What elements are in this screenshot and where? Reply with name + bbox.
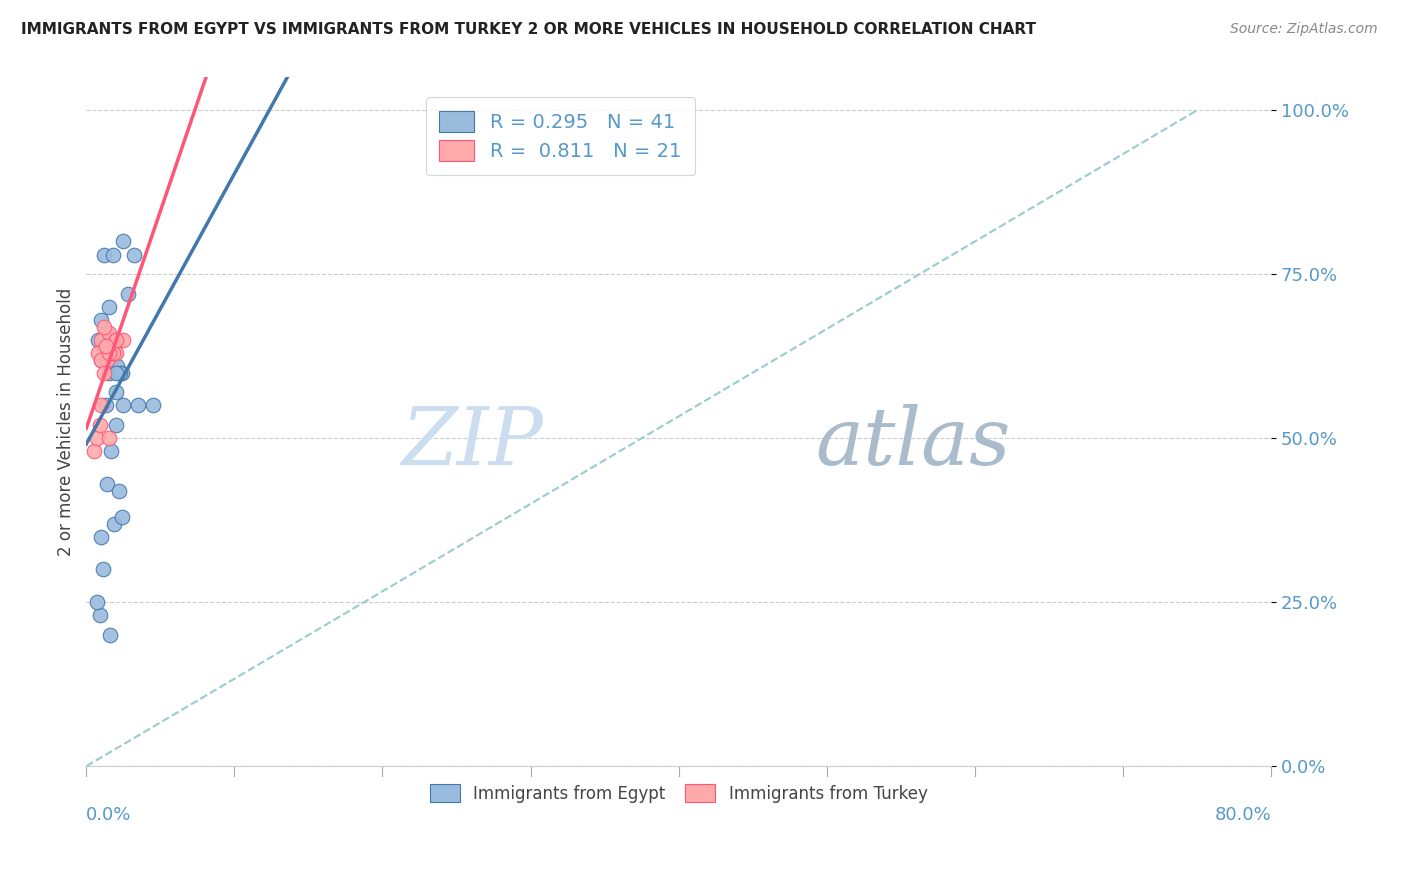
Point — [97, 431, 120, 445]
Point — [91, 339, 114, 353]
Point — [93, 319, 115, 334]
Point — [101, 339, 124, 353]
Point — [127, 399, 149, 413]
Point — [93, 247, 115, 261]
Point — [100, 444, 122, 458]
Text: atlas: atlas — [815, 404, 1011, 482]
Point — [97, 346, 120, 360]
Point — [94, 326, 117, 341]
Legend: Immigrants from Egypt, Immigrants from Turkey: Immigrants from Egypt, Immigrants from T… — [423, 778, 934, 810]
Point — [111, 510, 134, 524]
Point — [94, 399, 117, 413]
Point — [87, 346, 110, 360]
Point — [103, 346, 125, 360]
Point — [108, 366, 131, 380]
Point — [104, 366, 127, 380]
Text: 0.0%: 0.0% — [86, 805, 132, 823]
Point — [90, 313, 112, 327]
Point — [90, 352, 112, 367]
Point — [90, 352, 112, 367]
Point — [104, 385, 127, 400]
Point — [111, 366, 134, 380]
Point — [91, 562, 114, 576]
Point — [105, 359, 128, 373]
Text: ZIP: ZIP — [401, 404, 543, 482]
Point — [87, 333, 110, 347]
Point — [90, 530, 112, 544]
Point — [96, 477, 118, 491]
Point — [103, 516, 125, 531]
Point — [104, 346, 127, 360]
Point — [112, 399, 135, 413]
Point — [108, 483, 131, 498]
Point — [97, 326, 120, 341]
Point — [112, 235, 135, 249]
Point — [104, 333, 127, 347]
Point — [89, 418, 111, 433]
Point — [100, 352, 122, 367]
Point — [98, 628, 121, 642]
Point — [110, 366, 132, 380]
Text: 80.0%: 80.0% — [1215, 805, 1271, 823]
Point — [104, 333, 127, 347]
Point — [96, 352, 118, 367]
Point — [89, 608, 111, 623]
Point — [104, 418, 127, 433]
Point — [90, 399, 112, 413]
Y-axis label: 2 or more Vehicles in Household: 2 or more Vehicles in Household — [58, 288, 75, 556]
Point — [142, 399, 165, 413]
Point — [104, 333, 127, 347]
Text: IMMIGRANTS FROM EGYPT VS IMMIGRANTS FROM TURKEY 2 OR MORE VEHICLES IN HOUSEHOLD : IMMIGRANTS FROM EGYPT VS IMMIGRANTS FROM… — [21, 22, 1036, 37]
Point — [98, 346, 121, 360]
Point — [101, 247, 124, 261]
Point — [90, 333, 112, 347]
Point — [97, 346, 120, 360]
Point — [122, 247, 145, 261]
Text: Source: ZipAtlas.com: Source: ZipAtlas.com — [1230, 22, 1378, 37]
Point — [98, 346, 121, 360]
Point — [93, 333, 115, 347]
Point — [93, 366, 115, 380]
Point — [112, 333, 135, 347]
Point — [94, 339, 117, 353]
Point — [83, 444, 105, 458]
Point — [86, 595, 108, 609]
Point — [96, 333, 118, 347]
Point — [101, 346, 124, 360]
Point — [86, 431, 108, 445]
Point — [117, 287, 139, 301]
Point — [97, 366, 120, 380]
Point — [97, 300, 120, 314]
Point — [101, 346, 124, 360]
